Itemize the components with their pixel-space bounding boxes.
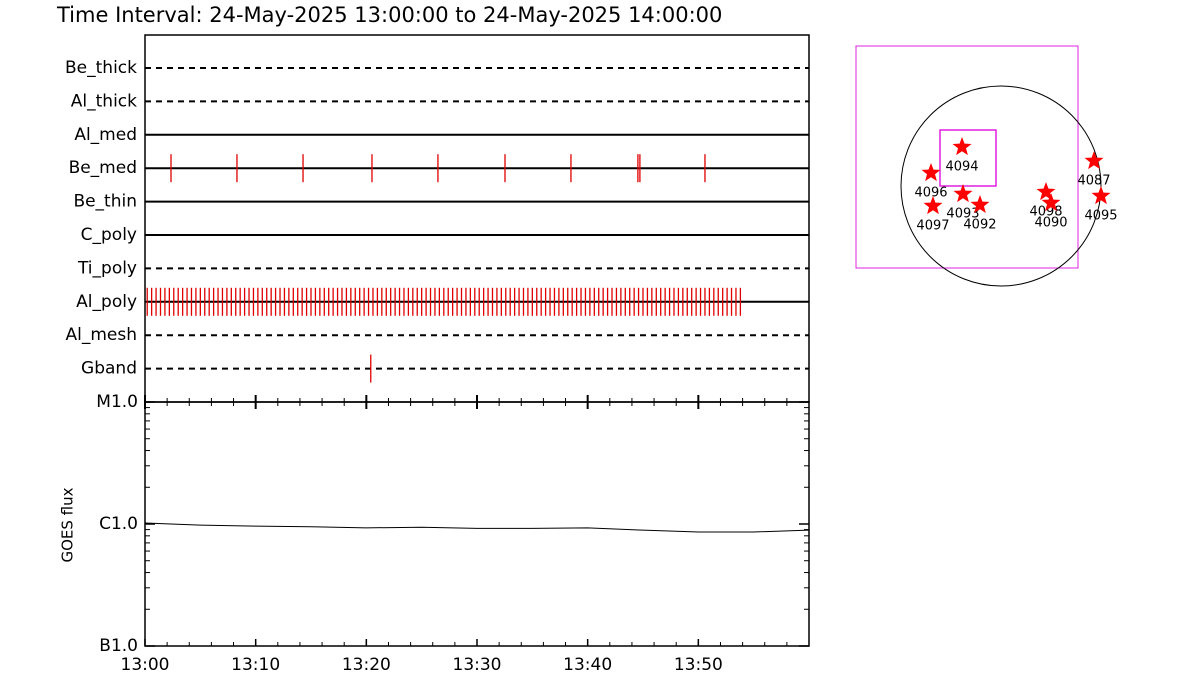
region-star (1036, 182, 1056, 201)
x-tick-label: 13:00 (121, 655, 170, 675)
region-label: 4097 (916, 219, 949, 234)
x-tick-label: 13:40 (563, 655, 612, 675)
timeline-frame (144, 34, 810, 403)
y-axis-label: GOES flux (59, 487, 77, 562)
filter-label: Al_med (74, 125, 137, 145)
x-tick-label: 13:50 (674, 655, 723, 675)
title: Time Interval: 24-May-2025 13:00:00 to 2… (56, 3, 722, 27)
region-label: 4087 (1077, 174, 1110, 189)
region-star (1084, 151, 1104, 170)
goes-frame (144, 401, 810, 647)
field-of-view (855, 45, 1079, 269)
region-label: 4090 (1034, 215, 1067, 230)
region-star (953, 184, 973, 203)
filter-label: Al_thick (71, 91, 137, 111)
region-star (952, 137, 972, 156)
y-tick-label: C1.0 (99, 514, 138, 534)
filter-label: Al_poly (76, 292, 137, 312)
region-label: 4093 (946, 207, 979, 222)
region-star (970, 195, 990, 213)
filter-label: Ti_poly (77, 258, 137, 278)
goes-curve (144, 522, 810, 533)
region-star (923, 196, 943, 215)
filter-label: Be_med (69, 158, 137, 178)
filter-label: Be_thin (73, 192, 137, 212)
region-label: 4092 (963, 217, 996, 232)
region-star (921, 163, 941, 182)
region-label: 4094 (945, 160, 978, 175)
x-tick-label: 13:20 (342, 655, 391, 675)
region-label: 4095 (1084, 209, 1117, 224)
target-box (939, 129, 997, 187)
y-tick-label: B1.0 (99, 636, 138, 656)
filter-label: Al_mesh (65, 325, 137, 345)
region-star (1091, 186, 1111, 205)
filter-label: Be_thick (65, 58, 137, 78)
region-star (1041, 193, 1061, 212)
region-label: 4096 (914, 185, 947, 200)
x-tick-label: 13:30 (453, 655, 502, 675)
filter-label: C_poly (81, 225, 137, 245)
filter-label: Gband (81, 359, 137, 379)
y-tick-label: M1.0 (96, 392, 138, 412)
x-tick-label: 13:10 (231, 655, 280, 675)
